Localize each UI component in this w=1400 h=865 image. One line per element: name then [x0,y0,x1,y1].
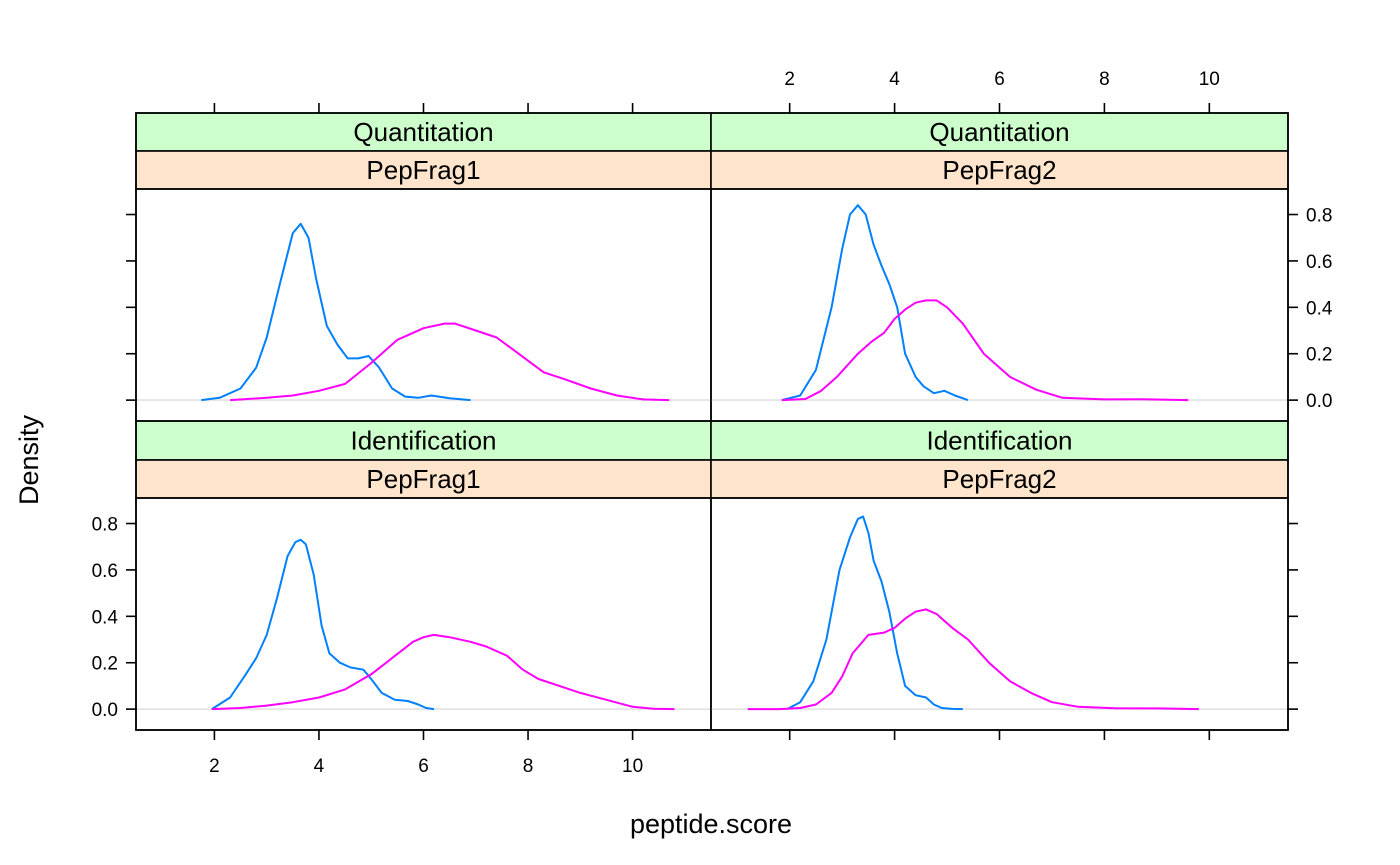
panel-quantitation-pepfrag2: Quantitation PepFrag2 [710,112,1289,422]
x-tick-label: 8 [523,756,534,777]
panel-identification-pepfrag1: Identification PepFrag1 [135,420,712,731]
y-tick-label: 0.8 [1306,206,1332,227]
x-tick-label: 10 [1199,69,1220,90]
density-curve-series-1 [781,204,969,402]
x-tick-label: 4 [314,756,325,777]
lattice-frame [135,112,1289,731]
strip-outer-label: Identification [351,426,497,456]
x-tick-label: 2 [209,756,220,777]
strip-outer-bg [135,420,712,461]
strip-inner-label: PepFrag1 [366,155,480,185]
density-curve-series-2 [781,299,1189,402]
y-tick-label: 0.4 [1306,298,1333,319]
panel-quantitation-pepfrag1: Quantitation PepFrag1 [135,112,712,422]
density-curve-series-2 [230,322,670,402]
y-tick-label: 0.6 [92,561,118,582]
y-tick-label: 0.2 [92,654,118,675]
y-tick-label: 0.0 [1306,391,1332,412]
y-tick-label: 0.6 [1306,252,1332,273]
panel-border [135,497,712,731]
strip-outer-label: Quantitation [353,117,493,147]
y-axis-title: Density [14,414,44,505]
x-tick-label: 10 [622,756,643,777]
y-tick-label: 0.0 [92,700,118,721]
strip-inner-label: PepFrag2 [942,464,1056,494]
density-curve-series-2 [211,633,675,711]
density-curve-series-2 [747,608,1199,711]
x-tick-label: 6 [418,756,429,777]
strip-outer-label: Quantitation [929,117,1069,147]
strip-inner-label: PepFrag2 [942,155,1056,185]
x-tick-label: 8 [1099,69,1110,90]
density-curve-series-1 [201,222,471,402]
y-tick-label: 0.8 [92,515,118,536]
density-curve-series-1 [211,538,435,711]
panel-border [710,497,1289,731]
panel-border [135,188,712,422]
x-axis-title: peptide.score [630,809,792,839]
axes-layer: 2 4 6 8 10 2 4 6 8 10 0.0 0.2 0.4 0.6 0.8 0.0 0.2 0.4 0.6 0… [92,69,1333,777]
y-tick-label: 0.4 [92,607,119,628]
strip-inner-label: PepFrag1 [366,464,480,494]
strip-outer-label: Identification [927,426,1073,456]
x-tick-label: 2 [784,69,795,90]
density-curve-series-1 [786,515,963,711]
panel-identification-pepfrag2: Identification PepFrag2 [710,420,1289,731]
panels-layer: Identification PepFrag1 Identification PepF… [135,112,1289,731]
x-tick-label: 4 [889,69,900,90]
panel-border [710,188,1289,422]
y-tick-label: 0.2 [1306,345,1332,366]
x-tick-label: 6 [994,69,1005,90]
strip-inner-bg [135,459,712,499]
